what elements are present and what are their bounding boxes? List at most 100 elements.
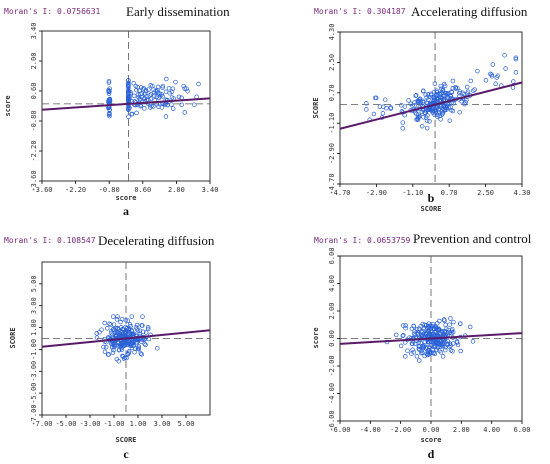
scatter-point-a: [181, 83, 186, 89]
scatter-point-c: [111, 347, 116, 353]
scatter-point-a: [107, 86, 112, 91]
y-tick-label-d: -6.00: [328, 410, 336, 431]
y-ticks-c: -7.00-5.00-3.00-1.00 1.00 3.00 5.00: [30, 275, 42, 426]
scatter-point-b: [434, 105, 440, 111]
scatter-point-a: [184, 86, 189, 91]
x-tick-label-a: 0.60: [134, 186, 151, 194]
scatter-point-b: [412, 103, 417, 108]
scatter-point-c: [146, 336, 152, 342]
scatter-point-c: [110, 344, 115, 350]
scatter-point-b: [431, 89, 437, 95]
scatter-point-a: [196, 81, 201, 87]
scatter-point-a: [136, 95, 141, 100]
y-axis-label-a: score: [4, 95, 12, 116]
scatter-point-b: [421, 88, 426, 94]
panel-d: Moran's I: 0.0653759 Prevention and cont…: [312, 231, 532, 461]
scatter-point-b: [483, 78, 489, 83]
scatter-point-b: [381, 104, 386, 110]
x-ticks-b: -4.70 -2.90 -1.10 0.70 2.50 4.30: [329, 184, 530, 197]
scatter-point-d: [416, 340, 421, 345]
y-ticks-d: -6.00 -4.00 -2.00 0.00 2.00 4.00 6.00: [328, 248, 340, 432]
scatter-point-a: [152, 93, 157, 98]
scatter-point-a: [164, 76, 169, 82]
y-tick-label-b: -1.10: [328, 113, 336, 134]
scatter-point-a: [155, 84, 161, 90]
scatter-point-a: [166, 85, 172, 91]
x-tick-label-d: 2.00: [453, 426, 470, 434]
x-tick-label-d: 6.00: [514, 426, 531, 434]
y-tick-label-a: 2.00: [30, 53, 38, 70]
x-axis-label-b: SCORE: [420, 205, 441, 213]
scatter-point-a: [126, 106, 131, 112]
panel-a: Moran's I: 0.0756631 Early dissemination…: [4, 4, 230, 218]
scatter-point-a: [126, 85, 131, 91]
scatter-point-c: [116, 358, 122, 364]
scatter-point-b: [402, 104, 408, 109]
x-tick-label-c: -3.00: [79, 420, 100, 428]
scatter-point-b: [490, 62, 496, 67]
scatter-point-c: [123, 324, 128, 330]
plot-frame-b: [339, 31, 523, 185]
scatter-point-a: [134, 87, 139, 93]
panel-label-d: d: [428, 447, 435, 461]
scatter-point-a: [148, 96, 154, 101]
panel-label-c: c: [123, 447, 129, 461]
panel-c: Moran's I: 0.108547 Decelerating diffusi…: [4, 233, 215, 461]
scatter-point-a: [182, 86, 187, 91]
scatter-point-b: [471, 88, 476, 93]
scatter-point-b: [400, 126, 405, 131]
scatter-point-d: [458, 348, 463, 354]
scatter-point-c: [111, 341, 117, 346]
scatter-point-d: [451, 319, 456, 325]
scatter-point-c: [115, 326, 120, 331]
scatter-point-c: [119, 340, 125, 345]
scatter-point-b: [464, 84, 470, 90]
scatter-point-c: [94, 331, 100, 336]
scatter-point-d: [436, 344, 441, 349]
scatter-point-c: [140, 314, 145, 319]
y-ticks-b: -4.70 -2.90 -1.10 0.70 2.50 4.30: [328, 24, 340, 195]
scatter-point-c: [123, 317, 129, 323]
scatter-point-b: [417, 99, 422, 104]
x-tick-label-a: 3.40: [202, 186, 219, 194]
scatter-point-a: [106, 78, 112, 84]
scatter-point-c: [110, 327, 116, 332]
scatter-point-b: [465, 89, 471, 95]
y-tick-label-c: 3.00: [30, 297, 38, 314]
scatter-point-a: [141, 85, 147, 91]
scatter-point-d: [437, 318, 442, 324]
scatter-point-c: [128, 340, 133, 346]
scatter-point-b: [435, 91, 441, 97]
scatter-point-a: [148, 83, 153, 88]
scatter-point-c: [97, 329, 102, 335]
scatter-point-b: [513, 56, 519, 62]
scatter-point-d: [432, 338, 437, 344]
y-tick-label-a: 3.40: [30, 23, 38, 40]
scatter-point-d: [448, 316, 453, 321]
regression-line-b: [339, 81, 523, 130]
regression-line-d: [339, 332, 523, 345]
scatter-point-b: [437, 98, 442, 103]
scatter-point-d: [403, 323, 408, 328]
scatter-point-d: [405, 348, 410, 353]
x-axis-label-c: SCORE: [115, 436, 136, 444]
scatter-point-a: [140, 86, 146, 92]
scatter-point-c: [120, 333, 125, 338]
scatter-point-c: [132, 350, 137, 355]
y-tick-label-d: 6.00: [328, 248, 336, 265]
scatter-point-c: [116, 327, 121, 332]
scatter-point-a: [135, 85, 140, 90]
x-tick-label-d: -2.00: [390, 426, 411, 434]
scatter-point-a: [185, 88, 190, 94]
moran-index-c: Moran's I: 0.108547: [4, 236, 96, 245]
scatter-point-b: [448, 105, 453, 110]
regression-line-a: [41, 97, 211, 111]
x-tick-label-c: -5.00: [55, 420, 76, 428]
scatter-point-d: [447, 341, 453, 347]
scatter-point-c: [138, 351, 144, 356]
scatter-point-d: [411, 324, 416, 329]
scatter-point-d: [424, 323, 429, 328]
scatter-point-b: [408, 101, 414, 107]
x-tick-label-a: -3.60: [31, 186, 52, 194]
scatter-point-b: [503, 66, 508, 71]
